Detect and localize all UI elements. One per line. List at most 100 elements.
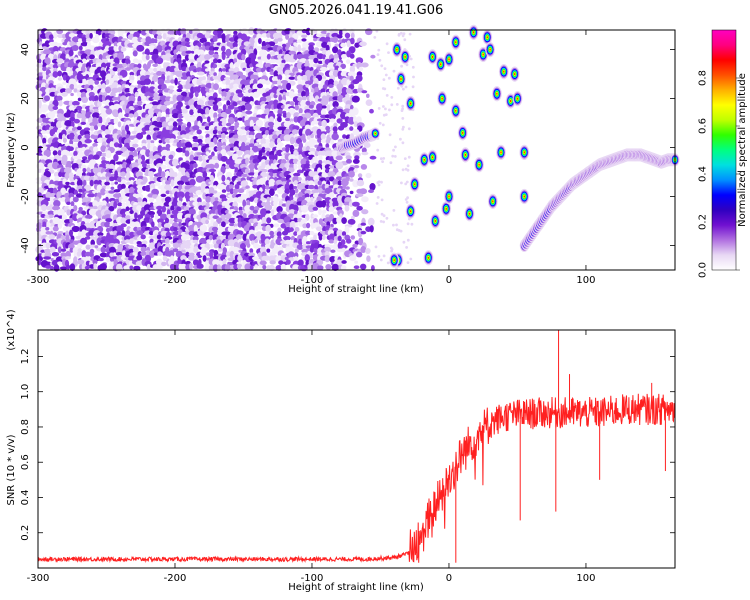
- noise-speck: [45, 129, 51, 134]
- noise-speck: [177, 84, 184, 90]
- noise-speck: [227, 226, 236, 233]
- noise-speck: [321, 183, 326, 191]
- noise-speck: [185, 195, 192, 203]
- noise-speck: [82, 58, 87, 63]
- noise-speck: [164, 79, 172, 84]
- spectrogram-blob: [486, 36, 488, 39]
- noise-speck: [244, 103, 252, 111]
- noise-speck: [135, 260, 144, 266]
- noise-speck: [354, 260, 359, 264]
- noise-speck: [288, 76, 296, 80]
- noise-speck: [412, 75, 415, 79]
- noise-speck: [320, 109, 326, 116]
- noise-speck: [318, 154, 323, 162]
- noise-speck: [249, 196, 254, 202]
- noise-speck: [145, 168, 149, 174]
- noise-speck: [97, 232, 104, 237]
- noise-speck: [278, 94, 283, 103]
- noise-speck: [409, 257, 413, 261]
- noise-speck: [200, 125, 207, 130]
- noise-speck: [133, 156, 139, 160]
- noise-speck: [96, 237, 102, 246]
- noise-speck: [380, 198, 384, 202]
- noise-speck: [208, 50, 215, 56]
- noise-speck: [260, 67, 266, 73]
- noise-speck: [213, 190, 218, 194]
- noise-speck: [213, 221, 218, 229]
- noise-speck: [346, 158, 352, 164]
- noise-speck: [297, 79, 302, 86]
- noise-speck: [146, 134, 151, 142]
- noise-speck: [195, 67, 203, 73]
- noise-speck: [48, 214, 54, 219]
- spectrogram-blob: [516, 97, 519, 100]
- noise-speck: [406, 168, 410, 172]
- noise-speck: [392, 223, 395, 227]
- noise-speck: [319, 33, 327, 37]
- noise-speck: [75, 193, 83, 198]
- noise-speck: [384, 73, 388, 77]
- noise-speck: [202, 167, 208, 173]
- noise-speck: [331, 32, 339, 38]
- noise-speck: [148, 68, 155, 73]
- noise-speck: [209, 244, 214, 249]
- noise-speck: [304, 254, 310, 262]
- noise-speck: [157, 78, 165, 86]
- noise-speck: [225, 79, 231, 86]
- noise-speck: [392, 209, 396, 212]
- noise-speck: [353, 265, 360, 270]
- noise-speck: [101, 156, 106, 161]
- noise-speck: [309, 252, 313, 259]
- noise-speck: [333, 230, 338, 237]
- noise-speck: [385, 94, 389, 97]
- noise-speck: [303, 163, 311, 169]
- noise-speck: [221, 174, 226, 182]
- noise-speck: [288, 167, 295, 173]
- noise-speck: [76, 179, 83, 188]
- noise-speck: [188, 99, 196, 107]
- noise-speck: [199, 37, 207, 44]
- noise-speck: [105, 86, 112, 94]
- noise-speck: [321, 171, 327, 179]
- noise-speck: [400, 64, 403, 68]
- noise-speck: [380, 212, 384, 216]
- noise-speck: [110, 182, 115, 186]
- noise-speck: [102, 116, 106, 125]
- noise-speck: [285, 259, 291, 265]
- noise-speck: [254, 238, 258, 244]
- noise-speck: [202, 171, 208, 179]
- noise-speck: [265, 91, 270, 97]
- noise-speck: [212, 104, 219, 112]
- noise-speck: [57, 150, 62, 156]
- noise-speck: [202, 255, 207, 262]
- noise-speck: [105, 218, 113, 223]
- noise-speck: [152, 132, 158, 141]
- noise-speck: [229, 250, 235, 259]
- noise-speck: [298, 221, 303, 227]
- noise-speck: [237, 254, 243, 263]
- noise-speck: [224, 77, 231, 81]
- noise-speck: [403, 157, 407, 161]
- noise-speck: [66, 264, 71, 270]
- noise-speck: [145, 115, 153, 124]
- noise-speck: [86, 167, 91, 173]
- noise-speck: [358, 237, 364, 246]
- noise-speck: [134, 212, 138, 220]
- noise-speck: [172, 94, 178, 102]
- noise-speck: [80, 42, 89, 47]
- noise-speck: [69, 217, 73, 224]
- noise-speck: [334, 43, 340, 47]
- noise-speck: [202, 192, 207, 200]
- noise-speck: [105, 185, 111, 190]
- noise-speck: [411, 65, 415, 69]
- noise-speck: [135, 178, 144, 187]
- noise-speck: [196, 129, 202, 135]
- noise-speck: [331, 133, 339, 141]
- noise-speck: [208, 209, 216, 215]
- noise-speck: [308, 104, 314, 109]
- noise-speck: [171, 200, 179, 207]
- noise-speck: [260, 79, 267, 85]
- noise-speck: [317, 60, 324, 64]
- noise-speck: [68, 100, 74, 107]
- noise-speck: [269, 243, 275, 249]
